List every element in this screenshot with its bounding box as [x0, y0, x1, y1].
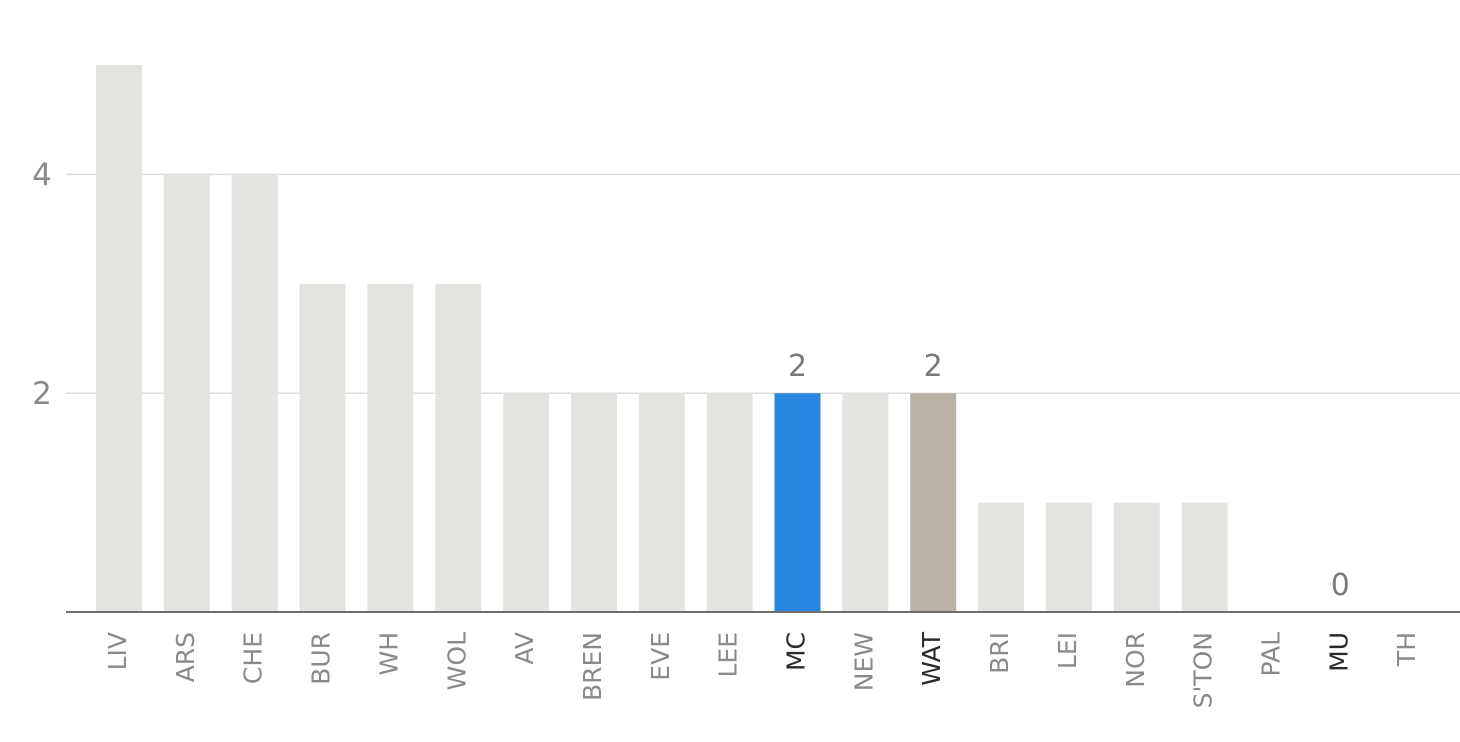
- x-tick-label-eve: EVE: [646, 632, 675, 681]
- bar-bur[interactable]: [299, 283, 346, 612]
- bar-ars[interactable]: [163, 174, 210, 612]
- x-tick-label-mu: MU: [1324, 632, 1353, 672]
- x-tick-label-mc: MC: [782, 632, 811, 671]
- bar-che[interactable]: [231, 174, 278, 612]
- x-tick-label-bri: BRI: [985, 632, 1014, 674]
- x-tick-label-pal: PAL: [1256, 632, 1285, 677]
- x-tick-label-che: CHE: [239, 632, 268, 684]
- x-tick-label-wh: WH: [374, 632, 403, 676]
- bar-bren[interactable]: [570, 393, 617, 612]
- bars: [96, 65, 1228, 612]
- x-tick-label-wol: WOL: [442, 632, 471, 690]
- bar-liv[interactable]: [96, 65, 142, 612]
- bar-wat[interactable]: [910, 393, 957, 612]
- x-tick-label-wat: WAT: [917, 631, 946, 686]
- x-tick-label-av: AV: [510, 632, 539, 665]
- x-tick-label-new: NEW: [849, 632, 878, 691]
- x-tick-label-lee: LEE: [714, 632, 743, 678]
- x-tick-label-bren: BREN: [578, 632, 607, 701]
- bar-bri[interactable]: [978, 502, 1025, 612]
- data-label-mc: 2: [788, 349, 807, 384]
- x-tick-label-lei: LEI: [1053, 632, 1082, 669]
- x-tick-label-th: TH: [1392, 632, 1421, 667]
- bar-lei[interactable]: [1045, 502, 1092, 612]
- y-tick-label: 2: [32, 376, 52, 412]
- x-tick-label-nor: NOR: [1121, 632, 1150, 688]
- bar-new[interactable]: [842, 393, 889, 612]
- data-label-wat: 2: [924, 349, 943, 384]
- bar-wol[interactable]: [435, 283, 482, 612]
- bar-wh[interactable]: [367, 283, 414, 612]
- bar-eve[interactable]: [638, 393, 685, 612]
- x-tick-label-bur: BUR: [307, 632, 336, 685]
- bar-nor[interactable]: [1113, 502, 1160, 612]
- bar-ston[interactable]: [1181, 502, 1228, 612]
- x-tick-label-ston: S'TON: [1189, 632, 1218, 708]
- bar-lee[interactable]: [706, 393, 753, 612]
- y-tick-label: 4: [32, 157, 52, 193]
- bar-mc[interactable]: [774, 393, 821, 612]
- labels: 2 4 LIV ARS CHE BUR WH WOL AV BREN EVE LEE 2 MC NEW 2 WA…: [32, 157, 1421, 708]
- gridlines: [66, 173, 1460, 394]
- x-tick-label-ars: ARS: [171, 632, 200, 682]
- x-tick-label-liv: LIV: [103, 632, 132, 670]
- bar-av[interactable]: [503, 393, 550, 612]
- data-label-mu: 0: [1331, 568, 1350, 603]
